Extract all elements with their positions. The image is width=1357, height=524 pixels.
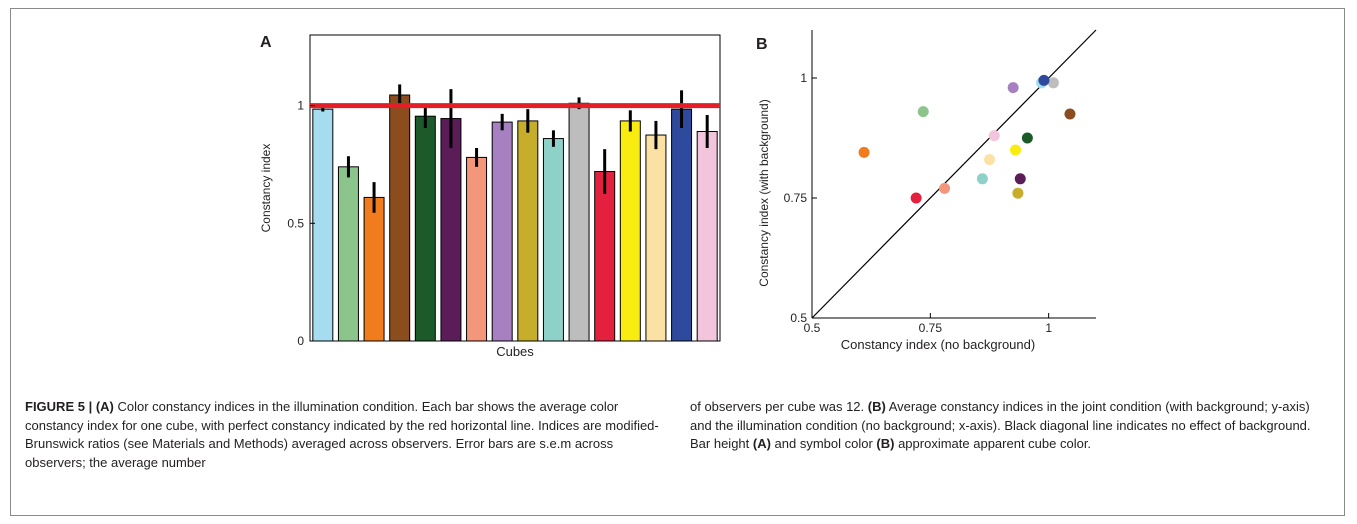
- y-tick-label-1: 0: [297, 334, 304, 348]
- point-13: [1010, 144, 1022, 156]
- panel-b-y-axis-label: Constancy index (with background): [757, 99, 771, 286]
- caption-text-right-3: and symbol color: [770, 436, 877, 451]
- caption-b-ref: (B): [876, 436, 895, 451]
- panel-a-y-axis-label: Constancy index: [259, 144, 273, 233]
- point-14: [984, 154, 995, 166]
- panel-b-points: [858, 74, 1076, 204]
- bar-11: [568, 102, 590, 342]
- panel-a-x-axis-label: Cubes: [496, 344, 534, 359]
- bar-8: [491, 121, 513, 342]
- y-tick-label-1: 0.5: [790, 311, 807, 325]
- bar-6: [440, 118, 462, 342]
- bar-10: [542, 138, 564, 342]
- bar-13: [619, 120, 641, 342]
- figure-frame: [10, 8, 1345, 516]
- bar-1: [312, 108, 334, 342]
- bar-7: [466, 156, 488, 342]
- x-tick-label-1: 0.5: [804, 321, 821, 335]
- point-11: [1047, 77, 1059, 89]
- point-4: [1064, 108, 1076, 120]
- point-6: [1014, 173, 1026, 185]
- caption-text-right-1: of observers per cube was 12.: [690, 399, 868, 414]
- y-tick-label-2: 0.75: [784, 191, 808, 205]
- no-effect-diagonal-line: [811, 29, 1097, 319]
- point-2: [917, 106, 929, 118]
- bar-5: [414, 115, 436, 342]
- caption-b-label: (B): [867, 399, 886, 414]
- point-3: [858, 146, 870, 158]
- bar-12: [594, 171, 616, 342]
- panel-a-bars: [312, 94, 718, 342]
- bar-16: [696, 131, 718, 342]
- y-tick-label-3: 1: [800, 71, 807, 85]
- bar-9: [517, 120, 539, 342]
- x-tick-label-2: 0.75: [919, 321, 943, 335]
- bar-3: [363, 196, 385, 342]
- y-tick-label-2: 0.5: [287, 216, 304, 230]
- point-8: [1007, 82, 1019, 94]
- caption-right-column: of observers per cube was 12. (B) Averag…: [690, 398, 1330, 454]
- caption-text-right-4: approximate apparent cube color.: [894, 436, 1092, 451]
- x-tick-label-3: 1: [1045, 321, 1052, 335]
- panel-a-label: A: [260, 34, 272, 51]
- panel-b-scatter-plot: B 0.5 0.75 1 0.5 0.75 1 Constancy index (no b…: [756, 29, 1097, 352]
- point-10: [976, 173, 988, 185]
- point-15: [1038, 74, 1050, 86]
- panel-b-label: B: [756, 36, 768, 53]
- point-5: [1021, 132, 1033, 144]
- point-16: [988, 130, 1000, 142]
- bar-15: [671, 108, 693, 342]
- bar-14: [645, 134, 667, 342]
- y-tick-label-3: 1: [297, 99, 304, 113]
- caption-left-column: FIGURE 5 | (A) Color constancy indices i…: [25, 398, 660, 472]
- panel-b-x-axis-label: Constancy index (no background): [841, 337, 1035, 352]
- bar-4: [389, 94, 411, 342]
- caption-a-ref: (A): [752, 436, 771, 451]
- point-7: [939, 182, 951, 194]
- panel-a-y-ticks: 00.51: [287, 99, 315, 348]
- panel-a-bar-chart: A 00.51 Cubes Constancy index: [259, 34, 721, 359]
- point-9: [1012, 187, 1024, 199]
- figure-label: FIGURE 5 | (A): [25, 399, 114, 414]
- caption-text-right-2: Average constancy indices in the joint c…: [690, 399, 1311, 451]
- panel-b-ticks: 0.5 0.75 1 0.5 0.75 1: [784, 71, 1053, 335]
- bar-2: [337, 166, 359, 342]
- caption-text-left: Color constancy indices in the illuminat…: [25, 399, 659, 470]
- point-12: [910, 192, 922, 204]
- panel-a-plot-area: [309, 34, 721, 342]
